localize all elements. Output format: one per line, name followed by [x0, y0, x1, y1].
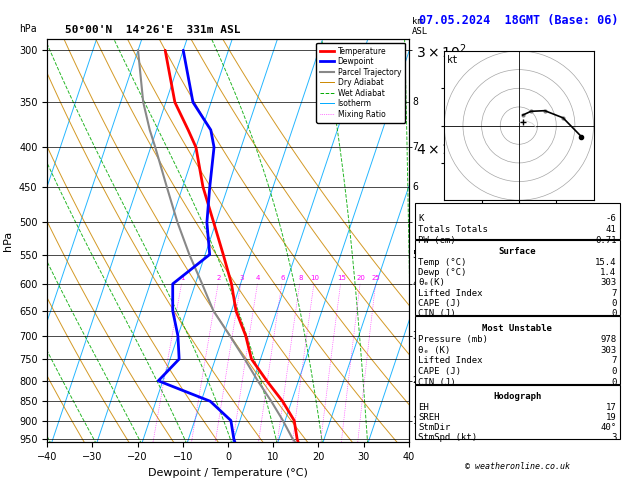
- Text: 0: 0: [611, 309, 616, 318]
- Text: CIN (J): CIN (J): [418, 309, 456, 318]
- Text: 8: 8: [298, 275, 303, 281]
- Text: 7: 7: [413, 142, 418, 152]
- Text: K: K: [418, 214, 424, 223]
- Y-axis label: hPa: hPa: [3, 230, 13, 251]
- Text: Totals Totals: Totals Totals: [418, 225, 488, 234]
- Text: 1: 1: [181, 275, 185, 281]
- Text: Most Unstable: Most Unstable: [482, 324, 552, 333]
- Text: Surface: Surface: [499, 247, 536, 256]
- Text: 5: 5: [413, 249, 418, 260]
- Text: 303: 303: [600, 278, 616, 287]
- Text: 2LCL: 2LCL: [413, 376, 434, 385]
- Text: CIN (J): CIN (J): [418, 378, 456, 387]
- Text: 0.71: 0.71: [595, 236, 616, 245]
- Text: 40°: 40°: [600, 423, 616, 432]
- Text: 3: 3: [240, 275, 244, 281]
- Text: 17: 17: [606, 402, 616, 412]
- Text: 4: 4: [256, 275, 260, 281]
- Text: 15: 15: [337, 275, 346, 281]
- Text: Lifted Index: Lifted Index: [418, 356, 483, 365]
- Text: θₑ(K): θₑ(K): [418, 278, 445, 287]
- Text: 0: 0: [611, 378, 616, 387]
- Text: 6: 6: [281, 275, 285, 281]
- Text: 41: 41: [606, 225, 616, 234]
- Text: Temp (°C): Temp (°C): [418, 258, 467, 267]
- Text: 978: 978: [600, 335, 616, 344]
- Text: Mixing Ratio (g/kg): Mixing Ratio (g/kg): [439, 254, 448, 348]
- Text: 8: 8: [413, 97, 418, 107]
- Text: kt: kt: [447, 55, 459, 66]
- Text: 50°00'N  14°26'E  331m ASL: 50°00'N 14°26'E 331m ASL: [65, 25, 241, 35]
- Text: PW (cm): PW (cm): [418, 236, 456, 245]
- Text: 1: 1: [413, 416, 418, 426]
- Text: 7: 7: [611, 356, 616, 365]
- Text: 303: 303: [600, 346, 616, 355]
- Text: EH: EH: [418, 402, 429, 412]
- X-axis label: Dewpoint / Temperature (°C): Dewpoint / Temperature (°C): [148, 468, 308, 478]
- Text: CAPE (J): CAPE (J): [418, 299, 461, 308]
- Text: 6: 6: [413, 182, 418, 192]
- Text: 3: 3: [611, 433, 616, 442]
- Text: © weatheronline.co.uk: © weatheronline.co.uk: [465, 462, 570, 471]
- Text: -6: -6: [606, 214, 616, 223]
- Text: 20: 20: [357, 275, 365, 281]
- Text: 10: 10: [310, 275, 319, 281]
- Text: StmDir: StmDir: [418, 423, 450, 432]
- Text: 07.05.2024  18GMT (Base: 06): 07.05.2024 18GMT (Base: 06): [419, 14, 619, 27]
- Text: CAPE (J): CAPE (J): [418, 367, 461, 376]
- Text: km
ASL: km ASL: [412, 17, 428, 36]
- Text: hPa: hPa: [19, 24, 36, 34]
- Text: SREH: SREH: [418, 413, 440, 422]
- Text: 15.4: 15.4: [595, 258, 616, 267]
- Legend: Temperature, Dewpoint, Parcel Trajectory, Dry Adiabat, Wet Adiabat, Isotherm, Mi: Temperature, Dewpoint, Parcel Trajectory…: [316, 43, 405, 122]
- Text: Lifted Index: Lifted Index: [418, 289, 483, 297]
- Text: StmSpd (kt): StmSpd (kt): [418, 433, 477, 442]
- Text: 7: 7: [611, 289, 616, 297]
- Text: 1.4: 1.4: [600, 268, 616, 277]
- Text: 4: 4: [413, 279, 418, 289]
- Text: 3: 3: [413, 331, 418, 341]
- Text: 19: 19: [606, 413, 616, 422]
- Text: 25: 25: [372, 275, 381, 281]
- Text: Dewp (°C): Dewp (°C): [418, 268, 467, 277]
- Text: 0: 0: [611, 367, 616, 376]
- Text: 2: 2: [217, 275, 221, 281]
- Text: θₑ (K): θₑ (K): [418, 346, 450, 355]
- Text: Pressure (mb): Pressure (mb): [418, 335, 488, 344]
- Text: 0: 0: [611, 299, 616, 308]
- Text: Hodograph: Hodograph: [493, 393, 542, 401]
